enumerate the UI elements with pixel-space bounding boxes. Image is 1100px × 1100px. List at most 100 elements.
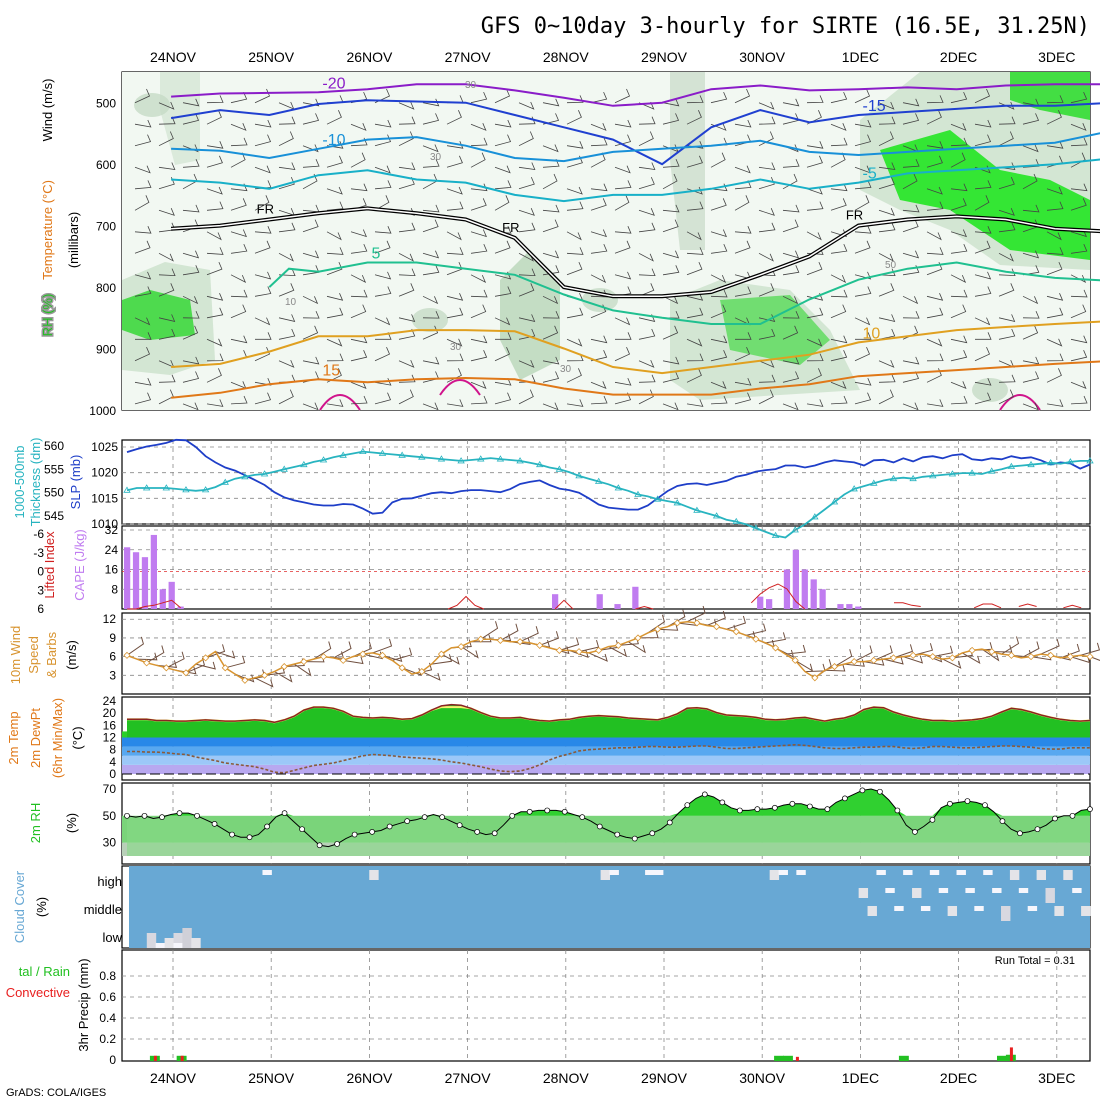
date-label-bottom: 3DEC: [1038, 1070, 1075, 1086]
data-point-thickness: [673, 499, 681, 506]
y-tick-precip: 0: [109, 1053, 116, 1067]
rh-contour-label: 10: [285, 297, 297, 308]
data-point-rh: [211, 820, 218, 827]
y-tick-temperature: 0: [109, 767, 116, 781]
data-point-wind: [830, 663, 839, 671]
data-point-wind: [123, 651, 131, 659]
clear-sky-cell: [992, 888, 1002, 893]
data-point-thickness: [280, 465, 288, 472]
data-point-rh: [176, 810, 183, 816]
temperature-line: [127, 703, 1091, 724]
data-point-thickness: [398, 451, 406, 458]
y-tick-lifted-index: -3: [33, 546, 44, 560]
data-point-thickness: [142, 484, 151, 491]
y-tick-slp: 1025: [91, 440, 118, 454]
data-point-rh: [316, 842, 323, 849]
data-point-rh: [264, 823, 270, 830]
data-point-wind: [516, 638, 524, 646]
data-point-wind: [1047, 651, 1055, 659]
panel-label: Convective: [6, 985, 70, 1000]
date-label-top: 3DEC: [1038, 49, 1075, 65]
date-label-bottom: 27NOV: [445, 1070, 492, 1086]
data-point-thickness: [732, 517, 740, 524]
data-point-wind: [614, 641, 622, 649]
clear-sky-cell: [1036, 870, 1047, 880]
date-label-top: 2DEC: [940, 49, 977, 65]
y-tick-lifted-index: 6: [37, 602, 44, 616]
data-point-wind: [771, 644, 780, 652]
data-point-thickness: [1027, 460, 1035, 468]
cape-bar: [159, 589, 166, 609]
temperature-area: [127, 704, 1090, 738]
clear-sky-cell: [1045, 888, 1055, 903]
temperature-contour: [171, 360, 1100, 399]
y-tick-temperature: 20: [103, 706, 117, 720]
clear-sky-cell: [645, 870, 655, 875]
data-point-thickness: [555, 465, 564, 472]
cloud-level-label: low: [102, 930, 122, 945]
clear-sky-cell: [920, 906, 931, 911]
clear-sky-cell: [1001, 906, 1011, 921]
y-tick-pressure: 1000: [89, 404, 116, 418]
lifted-index-line: [750, 583, 806, 610]
clear-sky-cell: [173, 943, 183, 948]
data-point-thickness: [241, 473, 249, 480]
data-point-rh: [929, 816, 936, 823]
y-tick-pressure: 700: [96, 220, 116, 234]
data-point-thickness: [221, 478, 229, 485]
clear-sky-cell: [974, 906, 984, 911]
date-label-bottom: 25NOV: [248, 1070, 295, 1086]
data-point-rh: [544, 807, 551, 814]
clear-sky-cell: [965, 888, 975, 893]
panel-label: 2m DewPt: [28, 708, 43, 768]
data-point-thickness: [614, 484, 623, 491]
data-point-thickness: [516, 457, 524, 464]
clear-sky-cell: [956, 870, 966, 875]
data-point-thickness: [909, 474, 917, 482]
clear-sky-cell: [929, 870, 940, 875]
date-label-top: 28NOV: [543, 49, 590, 65]
lifted-index-line: [554, 599, 574, 610]
y-tick-lifted-index: -6: [33, 527, 44, 541]
data-point-thickness: [496, 455, 505, 462]
cape-bar: [837, 604, 844, 609]
panel-label: 3hr Precip (mm): [76, 958, 91, 1051]
rh-area-high: [127, 789, 1090, 816]
data-point-rh: [877, 788, 883, 795]
data-point-wind: [496, 636, 504, 644]
data-point-wind: [791, 656, 799, 664]
lifted-index-line: [974, 603, 1002, 609]
data-point-wind: [143, 659, 151, 667]
y-tick-rh: 30: [103, 836, 117, 850]
data-point-rh: [1034, 826, 1041, 833]
y-tick-pressure: 800: [96, 281, 116, 295]
y-tick-temperature: 12: [103, 731, 117, 745]
data-point-thickness: [791, 526, 799, 533]
data-point-thickness: [457, 457, 465, 464]
data-point-thickness: [182, 486, 190, 493]
data-point-wind: [182, 669, 190, 677]
data-point-thickness: [1066, 458, 1075, 465]
data-point-rh: [491, 830, 498, 837]
data-point-thickness: [988, 467, 996, 474]
rh-shading: [122, 290, 195, 340]
data-point-wind: [1066, 653, 1074, 661]
data-point-thickness: [1086, 457, 1094, 464]
date-label-top: 25NOV: [248, 49, 295, 65]
clear-sky-cell: [1027, 906, 1038, 911]
data-point-wind: [811, 674, 819, 682]
y-tick-thickness: 550: [44, 486, 64, 500]
y-tick-wind: 12: [103, 612, 117, 626]
data-point-wind: [457, 643, 465, 651]
data-point-rh: [894, 807, 901, 814]
y-tick-thickness: 560: [44, 439, 64, 453]
contour-label: -15: [863, 98, 886, 115]
cape-bar: [150, 534, 157, 609]
temperature-band: [122, 764, 1090, 774]
dewpoint-line: [127, 743, 1090, 774]
clear-sky-cell: [885, 888, 895, 893]
panel-label: 2m Temp: [6, 711, 21, 764]
data-point-rh: [526, 808, 533, 815]
freezing-level-label: FR: [846, 208, 863, 223]
